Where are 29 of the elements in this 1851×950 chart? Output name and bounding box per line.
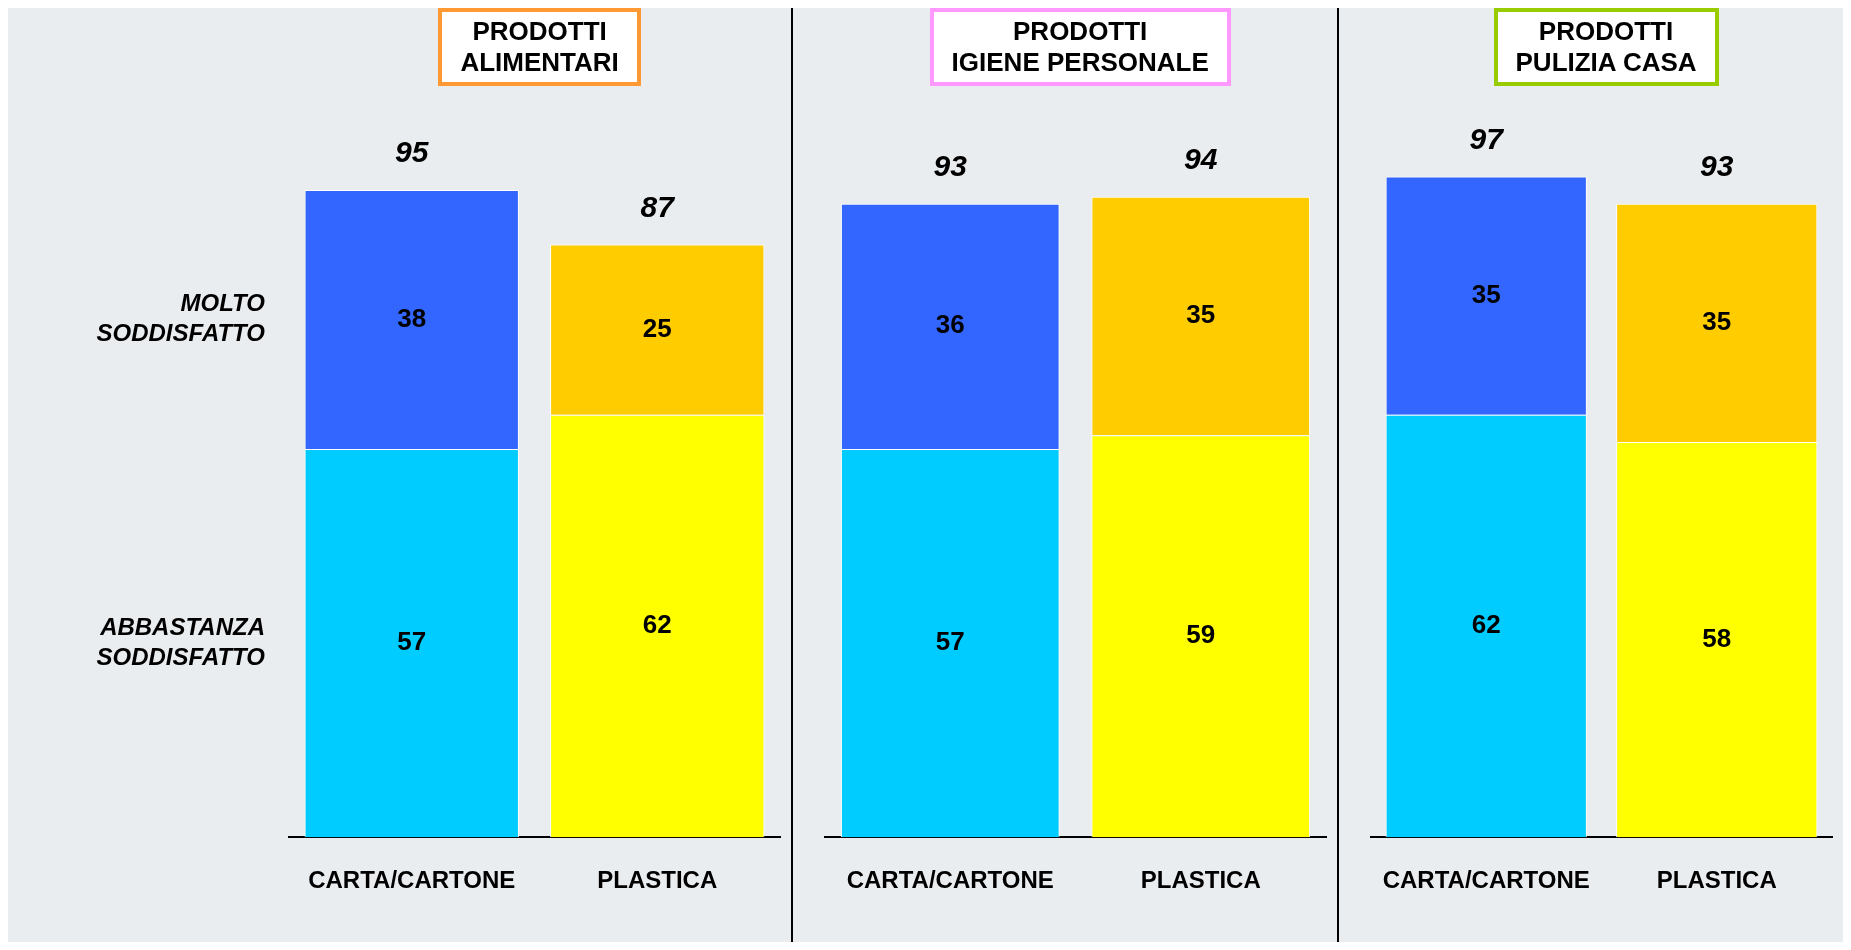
total-label: 87: [640, 190, 676, 224]
chart-title: PRODOTTI ALIMENTARI: [438, 8, 641, 87]
x-tick-label: PLASTICA: [597, 866, 718, 894]
x-tick-label: CARTA/CARTONE: [1382, 866, 1590, 894]
data-label: 58: [1701, 623, 1731, 654]
data-label: 57: [397, 626, 427, 657]
total-label: 94: [1183, 142, 1218, 176]
data-label: 57: [935, 626, 965, 657]
data-label: 35: [1701, 306, 1731, 337]
x-tick-label: PLASTICA: [1140, 866, 1261, 894]
chart-title: PRODOTTI IGIENE PERSONALE: [929, 8, 1231, 87]
total-label: 93: [1699, 149, 1734, 183]
total-label: 93: [933, 149, 967, 183]
x-tick-label: CARTA/CARTONE: [846, 866, 1054, 894]
total-label: 97: [1469, 122, 1504, 156]
data-label: 38: [397, 303, 427, 334]
series-label: MOLTO SODDISFATTO: [96, 289, 266, 347]
series-label: ABBASTANZA SODDISFATTO: [96, 613, 266, 671]
data-label: 25: [642, 313, 672, 344]
data-label: 35: [1185, 299, 1215, 330]
data-label: 62: [642, 609, 672, 640]
data-label: 35: [1471, 279, 1501, 310]
data-label: 59: [1185, 619, 1215, 650]
chart-title: PRODOTTI PULIZIA CASA: [1493, 8, 1719, 87]
x-tick-label: CARTA/CARTONE: [308, 866, 516, 894]
data-label: 62: [1471, 609, 1501, 640]
data-label: 36: [935, 309, 965, 340]
total-label: 95: [395, 135, 430, 169]
x-tick-label: PLASTICA: [1656, 866, 1777, 894]
